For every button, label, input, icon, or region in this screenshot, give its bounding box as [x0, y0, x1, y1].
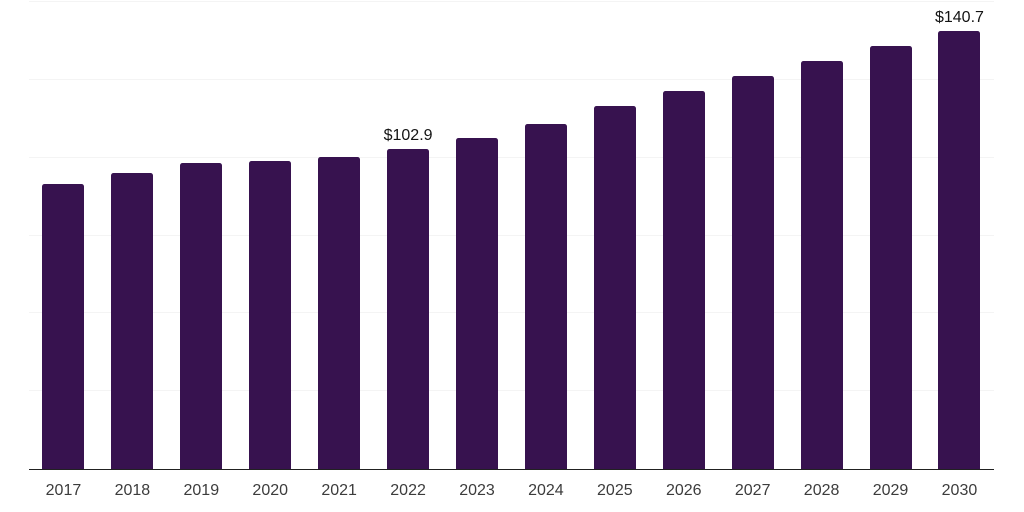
- bar-slot-2023: [443, 2, 512, 469]
- gridline-125: [29, 78, 994, 80]
- bar-2025[interactable]: [593, 106, 636, 469]
- bar-slot-2028: [787, 2, 856, 469]
- x-tick-label-2028: 2028: [803, 482, 840, 499]
- bar-2030[interactable]: [938, 30, 981, 469]
- x-tick-label-2029: 2029: [872, 482, 909, 499]
- x-tick-label-2024: 2024: [528, 482, 564, 499]
- x-axis-labels: 2017 2018 2019 2020 2021 2022 2023 2024 2025 2026…: [29, 480, 994, 502]
- bar-slot-2029: [856, 2, 925, 469]
- bar-slot-2022: $102.9: [374, 2, 443, 469]
- x-tick-label-2021: 2021: [321, 482, 357, 499]
- x-tick-label-2030: 2030: [941, 482, 978, 499]
- bar-slot-2019: [167, 2, 236, 469]
- gridline-75: [29, 234, 994, 236]
- bar-2027[interactable]: [731, 75, 774, 469]
- bar-slot-2030: $140.7: [925, 2, 994, 469]
- x-tick-label-2023: 2023: [459, 482, 495, 499]
- bar-slot-2024: [511, 2, 580, 469]
- gridline-25: [29, 390, 994, 392]
- gridline-150: [29, 1, 994, 2]
- bar-2026[interactable]: [662, 90, 705, 469]
- bar-2024[interactable]: [524, 123, 567, 469]
- x-tick-label-2020: 2020: [252, 482, 289, 499]
- bar-2019[interactable]: [180, 162, 223, 469]
- bar-series: $102.9 $140.7: [29, 2, 994, 469]
- gridline-100: [29, 156, 994, 158]
- bar-2021[interactable]: [318, 156, 361, 469]
- bar-2022[interactable]: [387, 148, 430, 469]
- x-axis-line: [29, 468, 994, 470]
- data-label-2030: $140.7: [934, 8, 984, 26]
- x-tick-label-2017: 2017: [45, 482, 82, 499]
- gridline-50: [29, 312, 994, 314]
- data-label-2022: $102.9: [383, 126, 433, 144]
- x-tick-label-2025: 2025: [597, 482, 633, 499]
- x-tick-label-2027: 2027: [734, 482, 771, 499]
- bar-slot-2027: [718, 2, 787, 469]
- bar-2018[interactable]: [111, 173, 154, 469]
- bar-slot-2026: [649, 2, 718, 469]
- bar-slot-2017: [29, 2, 98, 469]
- bar-slot-2025: [580, 2, 649, 469]
- x-tick-label-2022: 2022: [390, 482, 426, 499]
- x-tick-label-2018: 2018: [114, 482, 151, 499]
- bar-slot-2020: [236, 2, 305, 469]
- x-tick-label-2026: 2026: [665, 482, 702, 499]
- bar-slot-2018: [98, 2, 167, 469]
- bar-2020[interactable]: [249, 161, 292, 469]
- bar-2023[interactable]: [455, 138, 498, 469]
- bar-2028[interactable]: [800, 60, 843, 469]
- bar-2029[interactable]: [869, 45, 912, 469]
- plot-area: $102.9 $140.7: [29, 1, 994, 470]
- bar-2017[interactable]: [42, 184, 85, 469]
- bar-slot-2021: [305, 2, 374, 469]
- x-tick-label-2019: 2019: [183, 482, 220, 499]
